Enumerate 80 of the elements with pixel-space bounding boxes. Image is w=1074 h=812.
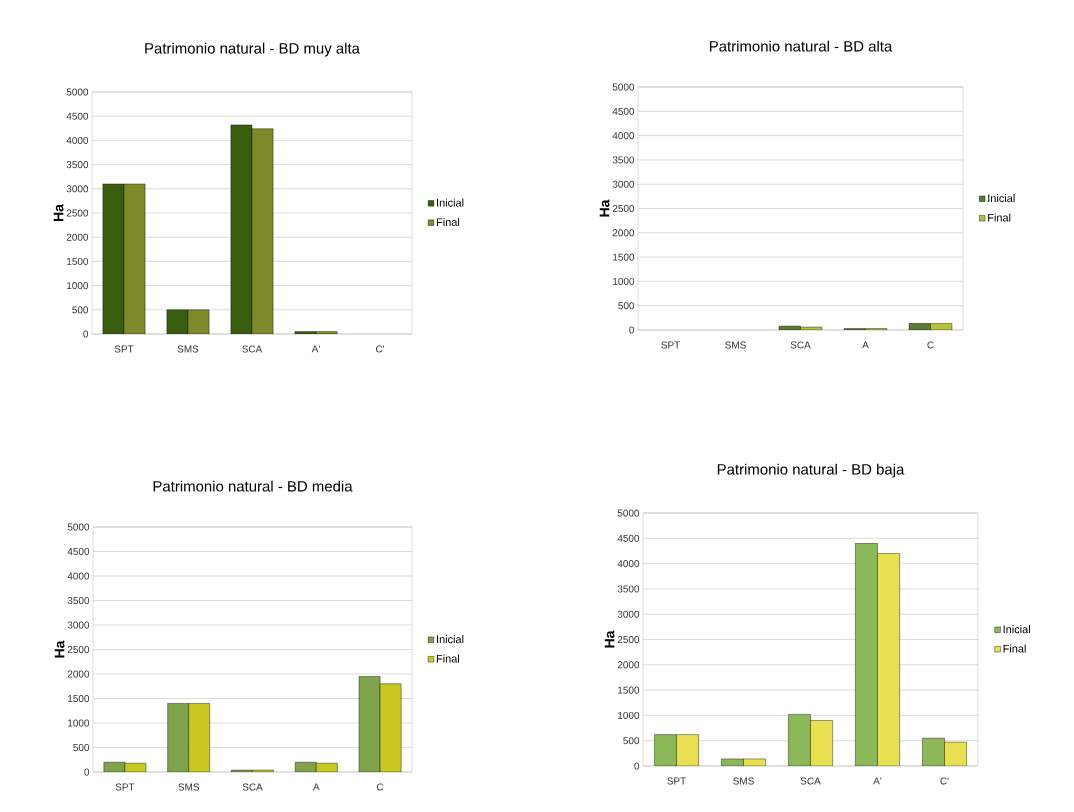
x-tick-label: SPT bbox=[115, 783, 135, 791]
y-tick-label: 500 bbox=[618, 302, 635, 310]
x-tick-label: SMS bbox=[725, 341, 746, 349]
y-tick-label: 1000 bbox=[613, 277, 635, 285]
y-tick-label: 4500 bbox=[67, 547, 90, 556]
y-tick-label: 2000 bbox=[617, 661, 640, 669]
y-tick-label: 1500 bbox=[618, 686, 640, 694]
y-tick-label: 1500 bbox=[67, 257, 89, 265]
y-tick-label: 3500 bbox=[67, 596, 90, 605]
y-tick-label: 2000 bbox=[612, 229, 635, 237]
y-tick-label: 5000 bbox=[612, 83, 635, 91]
y-tick-label: 1000 bbox=[68, 719, 90, 727]
y-tick-label: 3000 bbox=[67, 621, 90, 629]
y-tick-label: 500 bbox=[73, 743, 90, 752]
y-tick-label: 4500 bbox=[612, 107, 635, 115]
y-tick-label: 5000 bbox=[67, 523, 90, 531]
y-tick-label: 5000 bbox=[617, 509, 640, 517]
y-tick-label: 2500 bbox=[617, 635, 640, 644]
legend-label: Final bbox=[1003, 644, 1026, 653]
y-tick-label: 2000 bbox=[66, 233, 89, 241]
y-tick-label: 3000 bbox=[617, 610, 640, 618]
y-tick-label: 5000 bbox=[66, 88, 89, 96]
y-tick-label: 0 bbox=[629, 326, 635, 334]
legend-label: Inicial bbox=[988, 194, 1015, 203]
y-tick-label: 3000 bbox=[612, 180, 635, 188]
y-tick-label: 3500 bbox=[612, 156, 635, 164]
chart-title: Patrimonio natural - BD media bbox=[153, 480, 353, 492]
x-tick-label: SCA bbox=[800, 777, 821, 785]
x-tick-label: SMS bbox=[178, 783, 200, 791]
y-axis-title: Ha bbox=[604, 630, 615, 648]
y-tick-label: 500 bbox=[72, 306, 89, 314]
y-tick-label: 500 bbox=[623, 737, 640, 745]
y-tick-label: 4000 bbox=[66, 136, 89, 144]
x-tick-label: SPT bbox=[667, 777, 686, 785]
legend-label: Final bbox=[436, 654, 460, 663]
y-tick-label: 2500 bbox=[612, 204, 635, 213]
legend-label: Inicial bbox=[1003, 625, 1030, 634]
legend-label: Final bbox=[436, 217, 460, 227]
x-tick-label: SCA bbox=[242, 345, 263, 353]
y-tick-label: 1000 bbox=[618, 711, 640, 719]
y-tick-label: 1500 bbox=[613, 253, 635, 261]
legend-label: Inicial bbox=[437, 198, 464, 207]
y-tick-label: 0 bbox=[84, 768, 90, 776]
y-axis-title: Ha bbox=[54, 640, 65, 658]
x-tick-label: SCA bbox=[790, 341, 811, 349]
x-tick-label: C bbox=[927, 341, 934, 349]
x-tick-label: C' bbox=[375, 345, 385, 353]
x-tick-label: A bbox=[862, 341, 869, 349]
y-tick-label: 3500 bbox=[617, 585, 640, 593]
x-tick-label: A bbox=[312, 783, 320, 791]
y-axis-title: Ha bbox=[599, 199, 610, 217]
x-tick-label: A' bbox=[311, 345, 320, 353]
y-tick-label: 2500 bbox=[67, 645, 90, 654]
x-tick-label: SCA bbox=[242, 783, 263, 791]
y-tick-label: 4000 bbox=[67, 572, 90, 580]
legend-label: Final bbox=[988, 213, 1011, 222]
x-tick-label: A' bbox=[873, 777, 882, 785]
x-tick-label: C bbox=[377, 783, 384, 791]
y-tick-label: 1500 bbox=[68, 694, 90, 703]
legend-label: Inicial bbox=[437, 635, 464, 644]
y-tick-label: 4000 bbox=[617, 560, 640, 568]
y-tick-label: 2500 bbox=[66, 209, 89, 217]
y-tick-label: 4000 bbox=[612, 132, 635, 140]
y-axis-title: Ha bbox=[53, 204, 64, 221]
y-tick-label: 2000 bbox=[67, 670, 90, 678]
y-tick-label: 1000 bbox=[67, 282, 89, 290]
x-tick-label: SPT bbox=[661, 341, 680, 349]
x-tick-label: SPT bbox=[114, 345, 134, 353]
y-tick-label: 4500 bbox=[617, 534, 640, 542]
y-tick-label: 3000 bbox=[66, 185, 89, 193]
x-tick-label: C' bbox=[940, 777, 949, 785]
y-tick-label: 3500 bbox=[66, 161, 89, 169]
y-tick-label: 0 bbox=[634, 762, 640, 770]
y-tick-label: 4500 bbox=[66, 112, 89, 120]
chart-title: Patrimonio natural - BD baja bbox=[717, 463, 905, 478]
x-tick-label: SMS bbox=[733, 777, 754, 785]
chart-title: Patrimonio natural - BD alta bbox=[709, 40, 893, 52]
chart-title: Patrimonio natural - BD muy alta bbox=[145, 42, 360, 57]
y-tick-label: 0 bbox=[83, 330, 89, 338]
x-tick-label: SMS bbox=[177, 345, 199, 353]
